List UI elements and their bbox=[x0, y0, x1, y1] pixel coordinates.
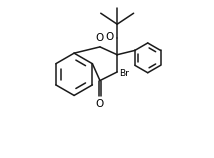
Text: Br: Br bbox=[119, 69, 129, 78]
Text: O: O bbox=[106, 33, 114, 43]
Text: O: O bbox=[96, 99, 104, 109]
Text: O: O bbox=[96, 33, 104, 43]
